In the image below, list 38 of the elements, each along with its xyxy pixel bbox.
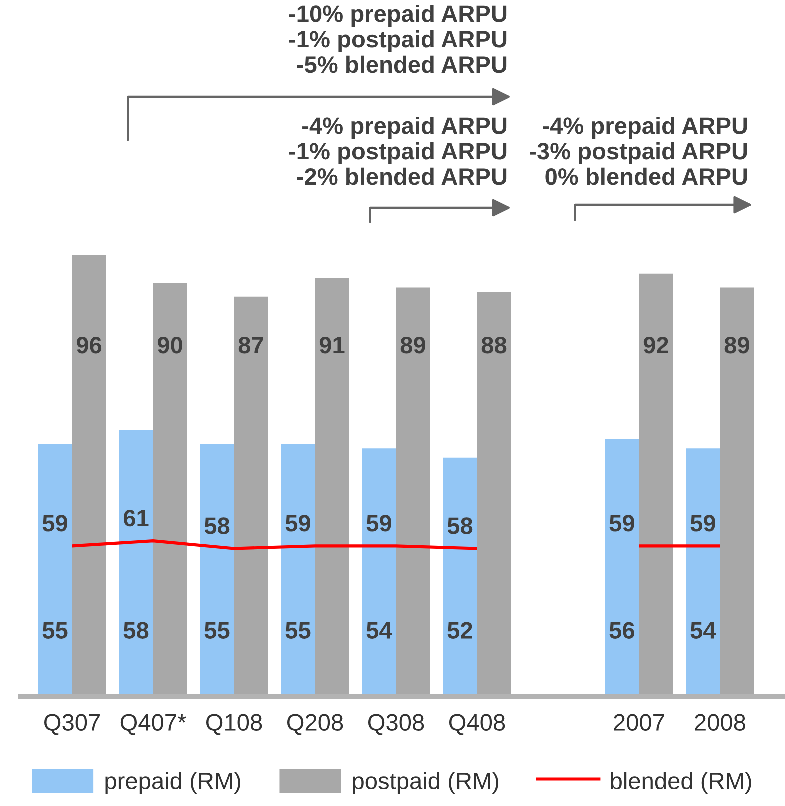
legend-label: blended (RM)	[611, 772, 752, 794]
data-label: 92	[644, 337, 668, 354]
data-label: 58	[124, 622, 149, 639]
text: -4% prepaid ARPU -1% postpaid ARPU -2% blended ARPU	[289, 117, 507, 186]
legend-label: postpaid (RM)	[353, 772, 499, 794]
data-label: 56	[610, 622, 634, 639]
data-label: 58	[448, 518, 473, 534]
data-label: 96	[76, 337, 102, 354]
x-tick-label: Q208	[287, 714, 344, 736]
data-label: 54	[690, 622, 716, 639]
data-label: 61	[124, 510, 149, 527]
data-label: 59	[690, 515, 716, 532]
data-label: 87	[238, 337, 264, 354]
data-label: 59	[42, 515, 68, 532]
x-tick-label: 2008	[695, 714, 746, 732]
x-tick-label: 2007	[614, 714, 664, 732]
text: -10% prepaid ARPU -1% postpaid ARPU -5% blended ARPU	[289, 5, 507, 74]
data-label: 59	[610, 515, 634, 532]
data-label: 55	[204, 622, 230, 639]
legend-label: prepaid (RM)	[106, 772, 240, 794]
text: -4% prepaid ARPU -3% postpaid ARPU 0% blended ARPU	[530, 117, 748, 186]
data-label: 90	[158, 337, 182, 354]
data-label: 89	[400, 337, 426, 354]
x-tick-label: Q307	[44, 714, 100, 736]
x-tick-label: Q308	[368, 714, 424, 736]
data-label: 55	[286, 622, 311, 639]
data-label: 89	[724, 337, 750, 354]
x-tick-label: Q108	[206, 714, 262, 736]
data-label: 59	[286, 515, 310, 532]
data-label: 88	[482, 337, 507, 354]
data-label: 58	[204, 518, 230, 534]
data-label: 54	[366, 622, 392, 639]
data-label: 52	[448, 622, 472, 639]
data-label: 91	[320, 337, 345, 354]
data-label: 59	[366, 515, 392, 532]
x-tick-label: Q408	[449, 714, 506, 736]
data-label: 55	[42, 622, 68, 639]
x-tick-label: Q407*	[120, 714, 186, 736]
